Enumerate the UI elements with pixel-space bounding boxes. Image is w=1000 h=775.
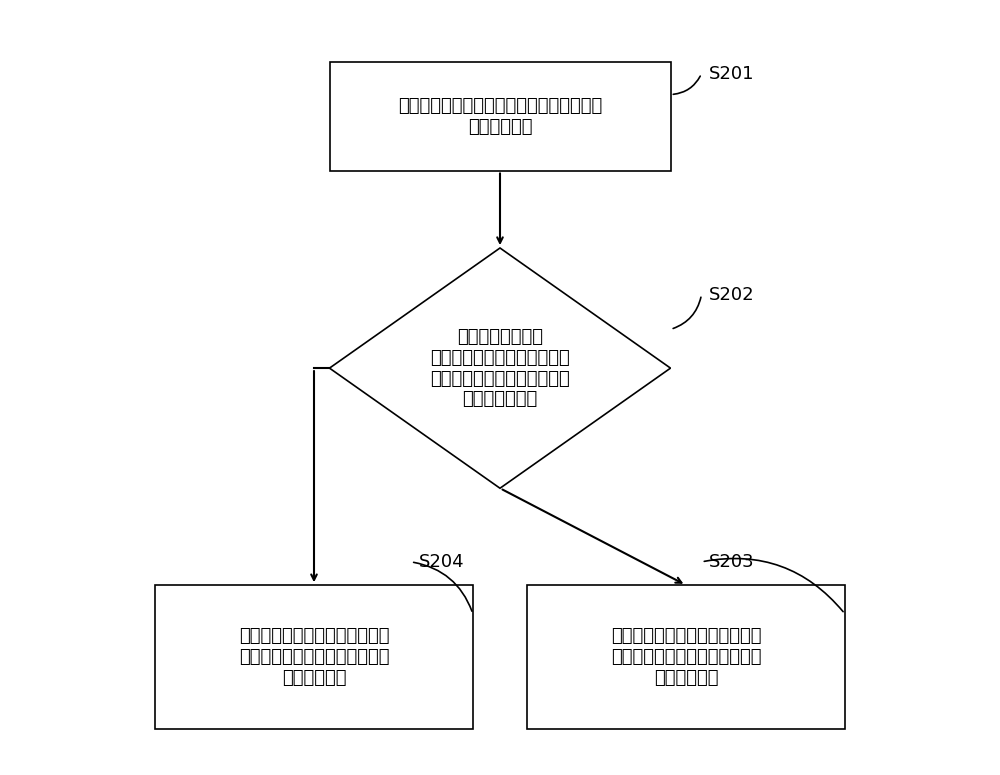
Text: 获取待输出程序的
单板的标识号，根据标识号判
断待输出程序的单板是主控制
板还是从控制板: 获取待输出程序的 单板的标识号，根据标识号判 断待输出程序的单板是主控制 板还是…	[430, 328, 570, 408]
Text: S202: S202	[709, 285, 755, 304]
FancyBboxPatch shape	[330, 62, 670, 170]
FancyBboxPatch shape	[155, 585, 473, 728]
Text: 编译用于主控制板的内核程序和用于从控制
板的内核程序: 编译用于主控制板的内核程序和用于从控制 板的内核程序	[398, 97, 602, 136]
FancyBboxPatch shape	[527, 585, 845, 728]
Polygon shape	[330, 248, 670, 488]
Text: S203: S203	[709, 553, 755, 571]
Text: 当单板是从控制板时，跳转到从
控制板程序加载入口，根据入口
地址加载程序: 当单板是从控制板时，跳转到从 控制板程序加载入口，根据入口 地址加载程序	[239, 627, 389, 687]
Text: S204: S204	[419, 553, 464, 571]
Text: 当单板是主控制板时，跳转到主
控制板程序加载入口，根据入口
地址加载程序: 当单板是主控制板时，跳转到主 控制板程序加载入口，根据入口 地址加载程序	[611, 627, 761, 687]
Text: S201: S201	[709, 64, 755, 83]
